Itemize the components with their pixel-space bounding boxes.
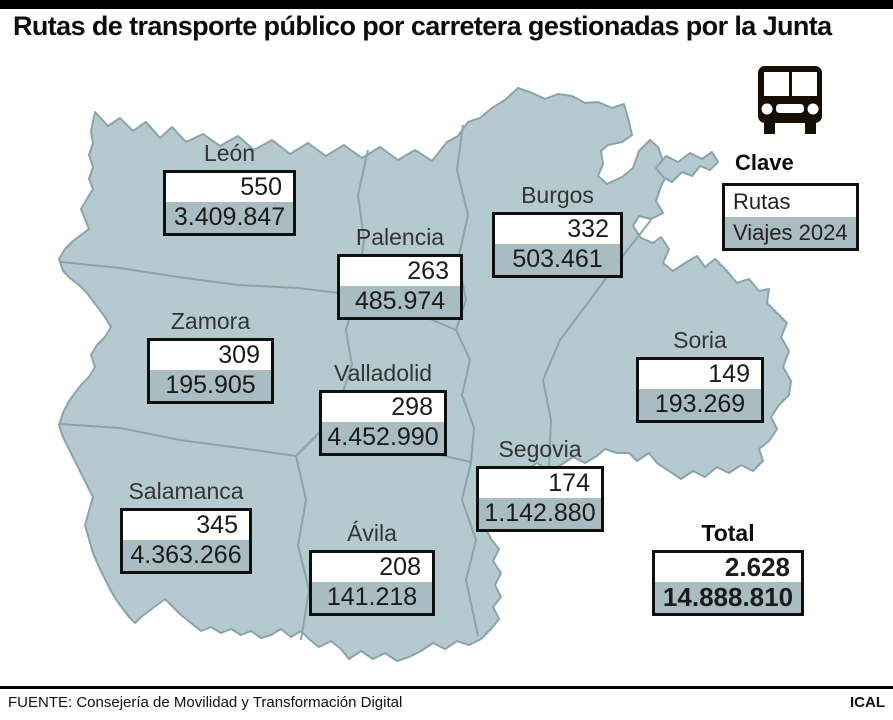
total-box: Total 2.628 14.888.810	[652, 520, 804, 616]
province-name: Zamora	[170, 308, 251, 334]
province-name: Segovia	[498, 436, 582, 462]
routes-value: 345	[123, 511, 249, 540]
province-name: Salamanca	[128, 478, 244, 504]
data-box: 298 4.452.990	[319, 390, 447, 456]
routes-value: 263	[340, 257, 460, 286]
agency-credit: ICAL	[850, 694, 885, 711]
trips-value: 485.974	[340, 286, 460, 317]
infographic-title: Rutas de transporte público por carreter…	[13, 11, 832, 41]
province-name: Palencia	[355, 224, 445, 250]
data-box: 309 195.905	[147, 338, 274, 404]
data-box: 550 3.409.847	[163, 170, 296, 236]
province-leon: León 550 3.409.847	[163, 140, 296, 236]
trips-value: 4.363.266	[123, 540, 249, 571]
total-routes-value: 2.628	[655, 553, 801, 582]
province-name: Valladolid	[333, 360, 433, 386]
province-avila: Ávila 208 141.218	[309, 520, 435, 616]
routes-value: 550	[166, 173, 293, 202]
legend-heading: Clave	[735, 150, 794, 175]
province-burgos: Burgos 332 503.461	[492, 182, 623, 278]
province-salamanca: Salamanca 345 4.363.266	[120, 478, 252, 574]
data-box: 149 193.269	[636, 357, 764, 423]
routes-value: 332	[495, 215, 620, 244]
routes-value: 309	[150, 341, 271, 370]
province-name: Soria	[673, 327, 727, 353]
trevino-enclave	[655, 151, 719, 183]
total-label: Total	[701, 520, 755, 546]
province-soria: Soria 149 193.269	[636, 327, 764, 423]
bus-front-icon	[758, 66, 822, 134]
legend-trips-label: Viajes 2024	[725, 217, 856, 248]
data-box: 263 485.974	[337, 254, 463, 320]
province-name: Ávila	[347, 520, 397, 546]
province-valladolid: Valladolid 298 4.452.990	[319, 360, 447, 456]
routes-value: 174	[479, 469, 601, 498]
data-box: 208 141.218	[309, 550, 435, 616]
trips-value: 503.461	[495, 244, 620, 275]
footer-rule	[0, 686, 893, 689]
trips-value: 193.269	[639, 389, 761, 420]
legend-routes-label: Rutas	[733, 189, 791, 214]
data-box: 174 1.142.880	[476, 466, 604, 532]
routes-value: 208	[312, 553, 432, 582]
trips-value: 141.218	[312, 582, 432, 613]
data-box: 2.628 14.888.810	[652, 550, 804, 616]
trips-value: 4.452.990	[322, 422, 444, 453]
trips-value: 1.142.880	[479, 498, 601, 529]
province-zamora: Zamora 309 195.905	[147, 308, 274, 404]
province-segovia: Segovia 174 1.142.880	[476, 436, 604, 532]
trips-value: 3.409.847	[166, 202, 293, 233]
data-box: 345 4.363.266	[120, 508, 252, 574]
routes-value: 298	[322, 393, 444, 422]
province-name: León	[203, 140, 256, 166]
top-black-bar	[0, 0, 893, 9]
province-palencia: Palencia 263 485.974	[337, 224, 463, 320]
source-text: FUENTE: Consejería de Movilidad y Transf…	[8, 694, 403, 711]
legend-box: Rutas Viajes 2024	[722, 183, 859, 251]
data-box: 332 503.461	[492, 212, 623, 278]
trips-value: 195.905	[150, 370, 271, 401]
routes-value: 149	[639, 360, 761, 389]
total-trips-value: 14.888.810	[655, 582, 801, 613]
province-name: Burgos	[521, 182, 594, 208]
